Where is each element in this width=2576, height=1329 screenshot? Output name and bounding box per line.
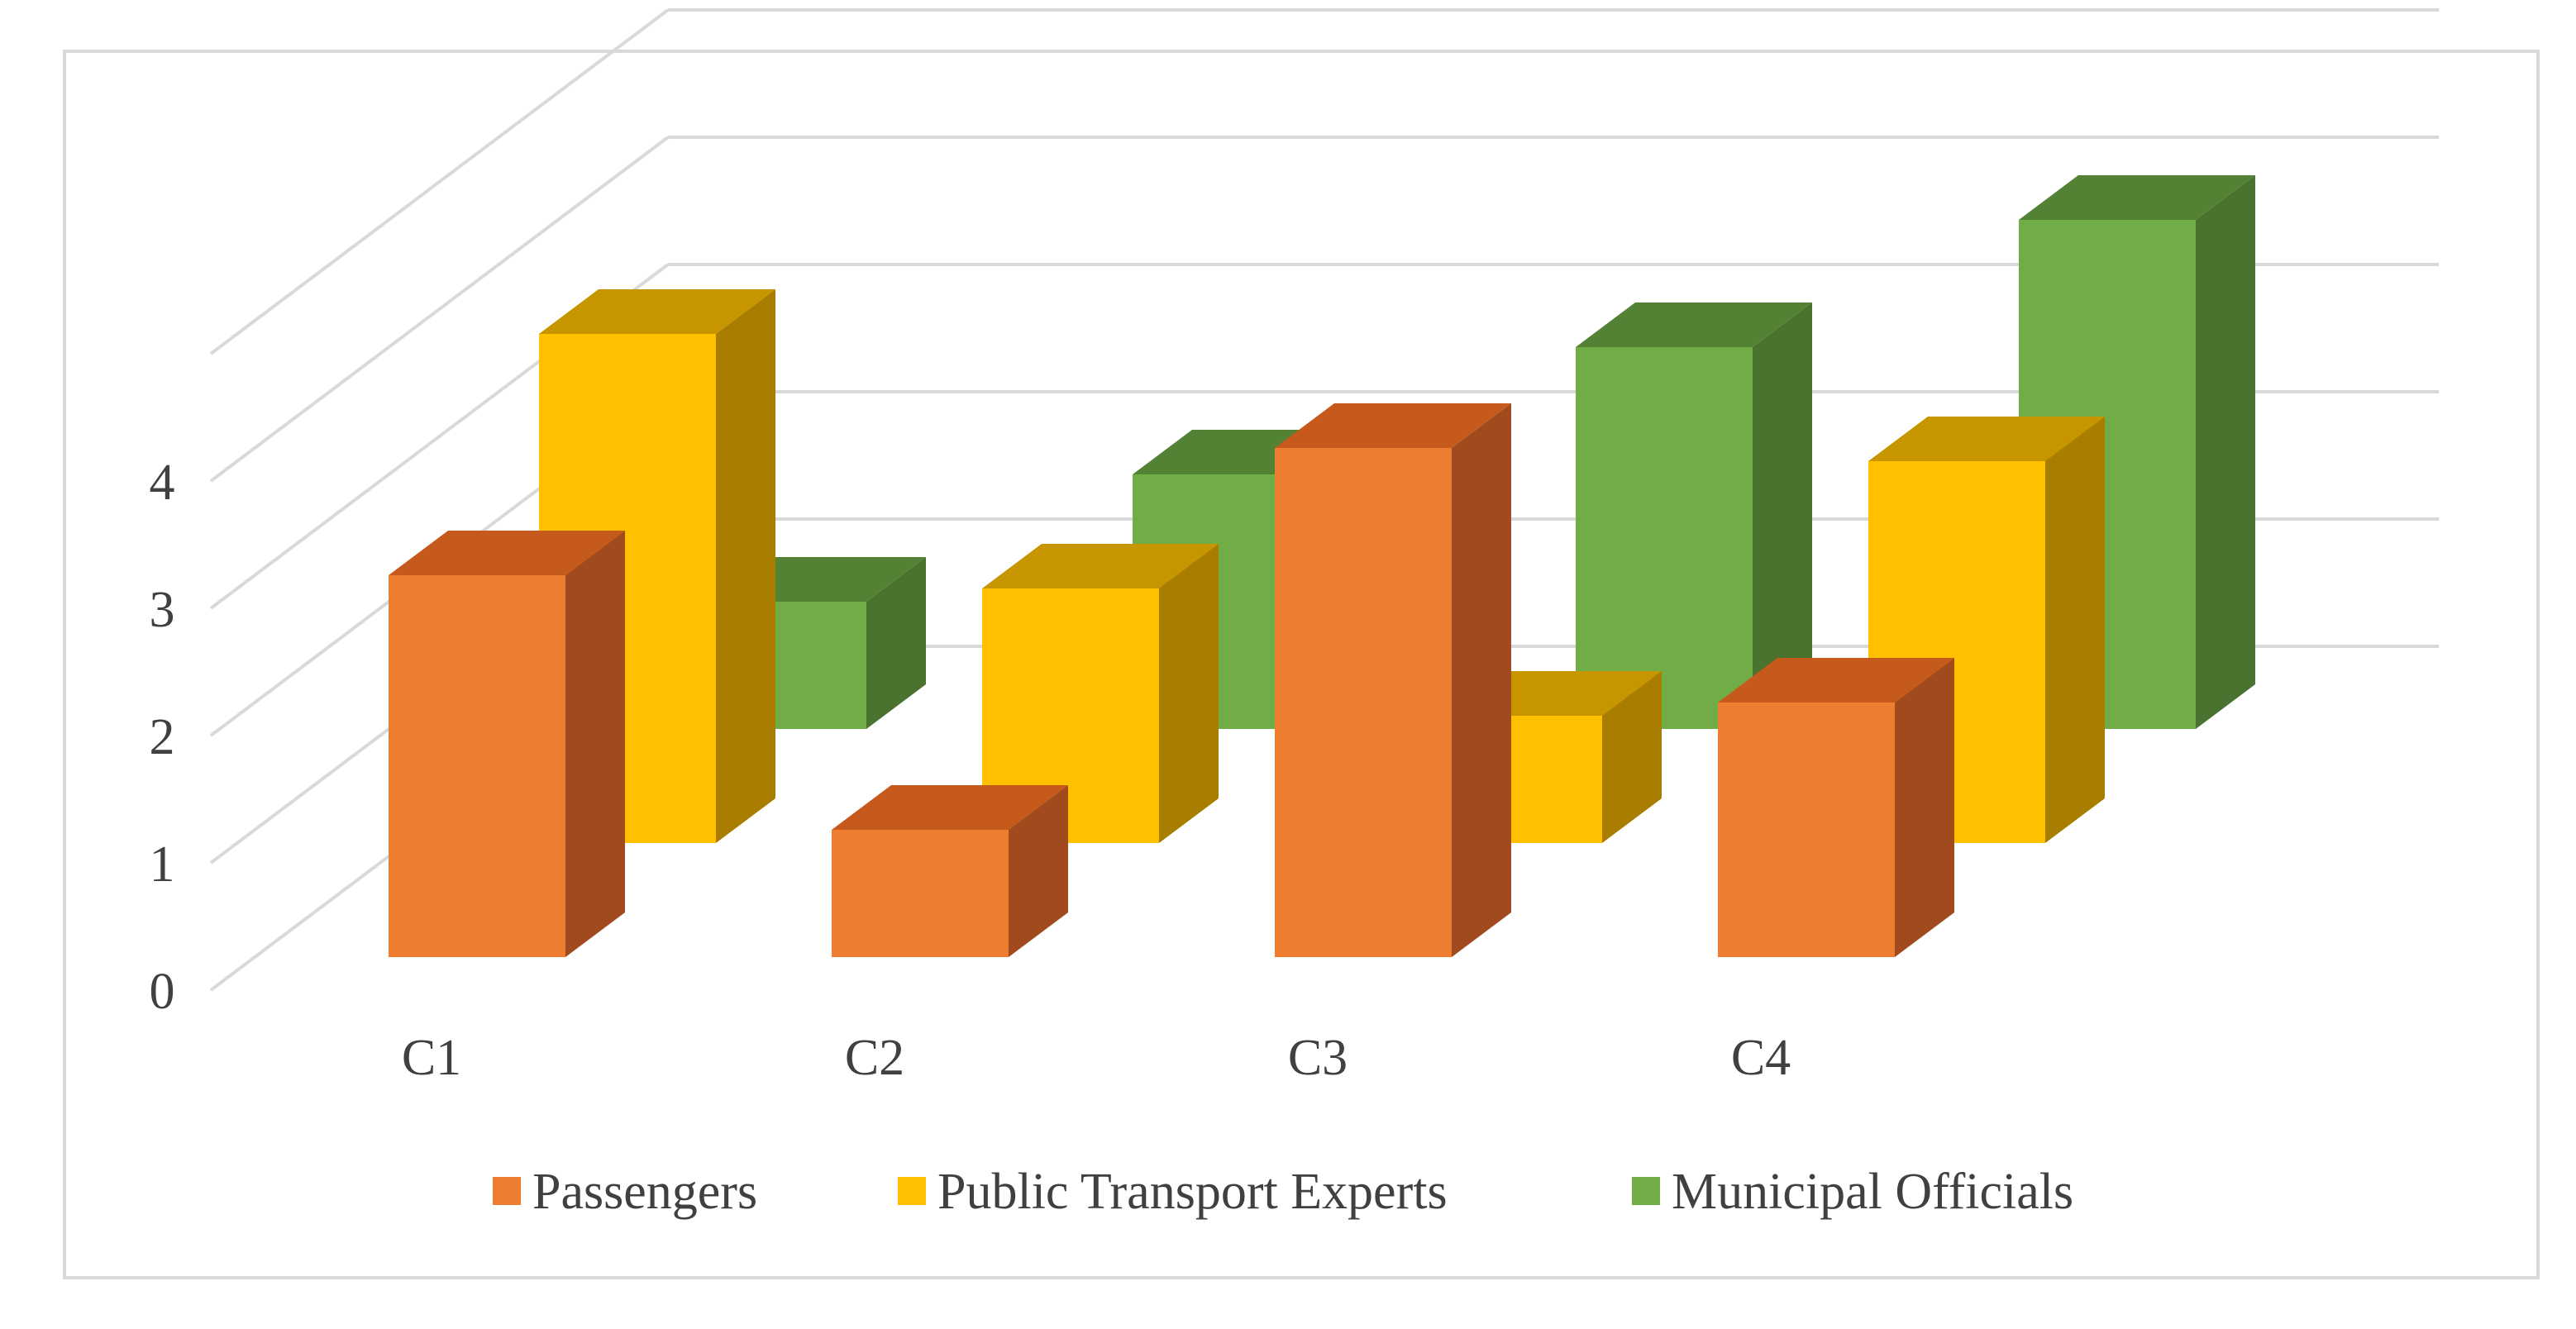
x-tick-c1: C1 xyxy=(402,1030,461,1086)
bar-top-face xyxy=(539,289,775,334)
bar-top-face xyxy=(2019,175,2255,220)
legend-label-passengers: Passengers xyxy=(532,1164,757,1220)
bar-side-face xyxy=(1159,544,1219,843)
bar-top-face xyxy=(1275,403,1511,448)
bar-side-face xyxy=(716,289,775,843)
bar-side-face xyxy=(866,557,926,729)
x-tick-c2: C2 xyxy=(845,1030,904,1086)
bar-side-face xyxy=(1602,671,1662,843)
bar-municipal-officials-c3 xyxy=(1576,302,1812,729)
y-tick-2: 2 xyxy=(150,709,175,765)
bar-side-face xyxy=(1753,302,1812,729)
legend-label-public-transport-experts: Public Transport Experts xyxy=(937,1164,1448,1220)
bar-top-face xyxy=(1868,417,2105,461)
bar-top-face xyxy=(1718,658,1954,703)
gridline-diagonal xyxy=(209,136,670,483)
bar-front-face xyxy=(832,830,1009,957)
bar-top-face xyxy=(832,785,1068,830)
legend-label-municipal-officials: Municipal Officials xyxy=(1672,1164,2073,1220)
bar-passengers-c3 xyxy=(1275,403,1511,957)
legend: Passengers Public Transport Experts Muni… xyxy=(493,1164,2073,1220)
bar-passengers-c2 xyxy=(832,785,1068,957)
bar-top-face xyxy=(1576,302,1812,347)
legend-swatch-public-transport-experts xyxy=(898,1177,926,1205)
bar-side-face xyxy=(1009,785,1068,957)
y-tick-3: 3 xyxy=(150,582,175,638)
x-tick-c3: C3 xyxy=(1288,1030,1348,1086)
y-axis-ticks: 0 1 2 3 4 xyxy=(150,455,175,1020)
bar-side-face xyxy=(1452,403,1511,957)
bar-top-face xyxy=(389,531,625,575)
bar-front-face xyxy=(1576,347,1753,729)
bar-top-face xyxy=(982,544,1219,588)
bar-side-face xyxy=(565,531,625,957)
bar-passengers-c1 xyxy=(389,531,625,957)
bars xyxy=(389,175,2255,957)
bar-passengers-c4 xyxy=(1718,658,1954,957)
y-tick-4: 4 xyxy=(150,455,175,511)
gridline-diagonal xyxy=(209,8,670,355)
x-axis-categories: C1 C2 C3 C4 xyxy=(402,1030,1791,1086)
x-tick-c4: C4 xyxy=(1731,1030,1791,1086)
bar-side-face xyxy=(2045,417,2105,843)
bar-side-face xyxy=(1895,658,1954,957)
y-tick-0: 0 xyxy=(150,964,175,1020)
bar-front-face xyxy=(1718,703,1895,957)
legend-swatch-passengers xyxy=(493,1177,521,1205)
bar-side-face xyxy=(2196,175,2255,729)
legend-swatch-municipal-officials xyxy=(1632,1177,1660,1205)
y-tick-1: 1 xyxy=(150,836,175,893)
bar-front-face xyxy=(1275,448,1452,957)
bar-front-face xyxy=(389,575,565,957)
